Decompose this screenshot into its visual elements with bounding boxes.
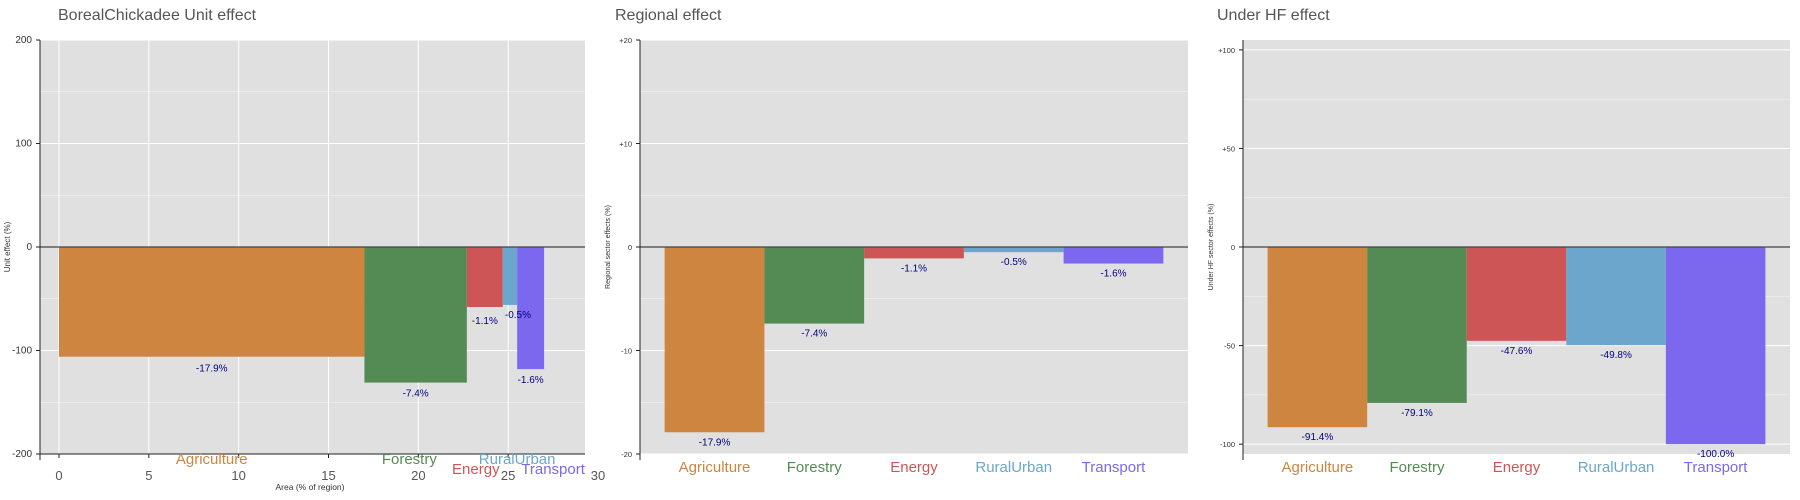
category-label-transport: Transport (1684, 459, 1748, 476)
y-axis-label: Unit effect (%) (3, 221, 12, 272)
bar-value-label: -17.9% (699, 437, 731, 448)
x-axis-label: Area (% of region) (276, 482, 345, 492)
bar-value-label: -7.4% (801, 329, 827, 340)
bar-agriculture (664, 247, 765, 433)
category-label-ruralurban: RuralUrban (975, 459, 1052, 476)
unit-effect-chart: BorealChickadee Unit effect 2001000-100-… (3, 7, 605, 492)
bar-energy (466, 247, 503, 308)
y-tick-label: 0 (1231, 243, 1235, 252)
category-label-ruralurban: RuralUrban (1578, 459, 1655, 476)
y-axis-label: Regional sector effects (%) (605, 205, 612, 289)
category-label-forestry: Forestry (787, 459, 843, 476)
regional-effect-chart: Regional effect +20 +10 0 -10 -20 -17.9% -7.4%… (605, 7, 1188, 476)
bar-energy (1466, 247, 1567, 341)
bar-value-label: -1.1% (901, 263, 927, 274)
category-label-energy: Energy (1493, 459, 1541, 476)
bar-forestry (1367, 247, 1467, 403)
y-tick-label: +20 (619, 36, 632, 45)
category-label-transport: Transport (521, 461, 585, 478)
category-label-agriculture: Agriculture (679, 459, 751, 476)
bar-forestry (764, 247, 865, 324)
category-label-agriculture: Agriculture (176, 451, 248, 468)
chart-title: Under HF effect (1217, 7, 1330, 24)
x-tick-label: 5 (145, 468, 152, 483)
y-tick-label: -20 (621, 450, 632, 459)
x-tick-label: 25 (501, 468, 515, 483)
bar-forestry (364, 247, 467, 383)
bar-value-label: -91.4% (1302, 432, 1334, 443)
bar-ruralurban (963, 247, 1064, 253)
category-label-ruralurban: RuralUrban (479, 451, 556, 468)
bar-agriculture (59, 247, 365, 357)
y-tick-label: -100 (1220, 440, 1235, 449)
bar-agriculture (1267, 247, 1368, 428)
y-tick-label: 0 (628, 243, 632, 252)
bar-value-label: -79.1% (1401, 408, 1433, 419)
bar-value-label: -1.1% (472, 316, 498, 327)
y-tick-label: 0 (26, 242, 32, 253)
y-tick-label: -200 (12, 449, 32, 460)
bar-value-label: -0.5% (505, 310, 531, 321)
chart-title: Regional effect (615, 7, 722, 24)
bar-value-label: -7.4% (403, 389, 429, 400)
bar-value-label: -100.0% (1697, 449, 1734, 460)
y-tick-label: +100 (1218, 46, 1235, 55)
x-tick-label: 15 (321, 468, 335, 483)
x-tick-label: 0 (55, 468, 62, 483)
y-tick-label: 200 (15, 35, 32, 46)
x-tick-label: 10 (231, 468, 245, 483)
bar-ruralurban (502, 247, 518, 305)
chart-title: BorealChickadee Unit effect (58, 7, 257, 24)
bar-transport (517, 247, 545, 370)
bar-ruralurban (1566, 247, 1666, 346)
bar-value-label: -0.5% (1001, 257, 1027, 268)
y-tick-label: -10 (621, 347, 632, 356)
y-tick-label: -50 (1224, 342, 1235, 351)
y-axis-label: Under HF sector effects (%) (1208, 204, 1215, 291)
category-label-energy: Energy (452, 461, 500, 478)
category-label-agriculture: Agriculture (1282, 459, 1354, 476)
category-label-transport: Transport (1082, 459, 1146, 476)
bar-transport (1665, 247, 1766, 445)
y-tick-label: +10 (619, 140, 632, 149)
x-tick-label: 30 (591, 468, 605, 483)
y-tick-label: +50 (1222, 144, 1235, 153)
bar-value-label: -17.9% (196, 364, 228, 375)
bar-value-label: -1.6% (518, 375, 544, 386)
y-tick-label: -100 (12, 346, 32, 357)
y-tick-label: 100 (15, 139, 32, 150)
category-label-forestry: Forestry (1389, 459, 1445, 476)
category-label-energy: Energy (890, 459, 938, 476)
bar-value-label: -47.6% (1501, 346, 1533, 357)
x-tick-label: 20 (411, 468, 425, 483)
under-hf-effect-chart: Under HF effect +100 +50 0 -50 -100 -91.4% -79… (1208, 7, 1790, 476)
bar-energy (864, 247, 964, 259)
bar-value-label: -1.6% (1100, 269, 1126, 280)
bar-value-label: -49.8% (1600, 350, 1632, 361)
bar-transport (1063, 247, 1164, 264)
category-label-forestry: Forestry (382, 451, 438, 468)
